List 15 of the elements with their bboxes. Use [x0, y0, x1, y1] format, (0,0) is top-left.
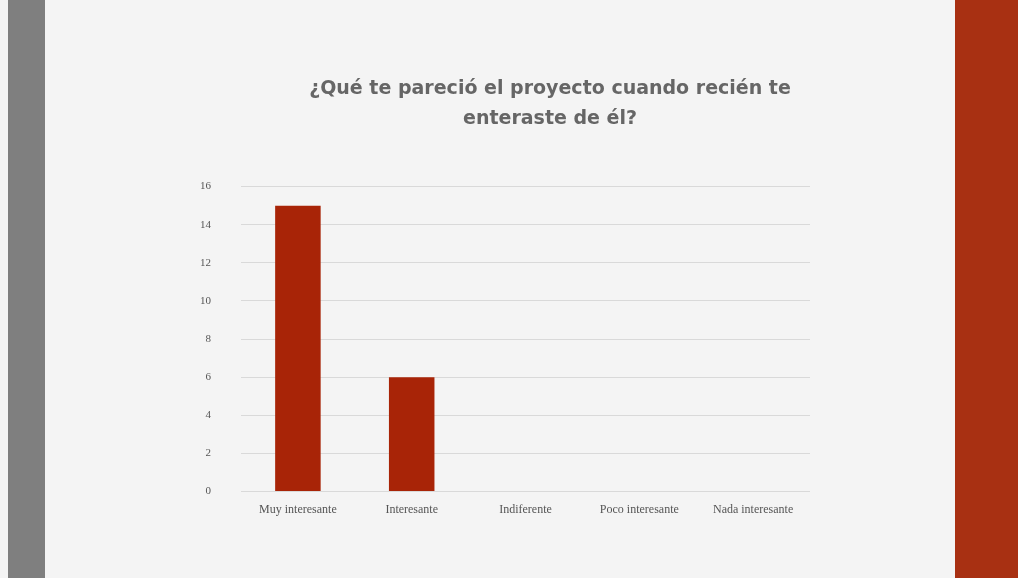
y-tick-label: 8: [205, 331, 212, 344]
x-tick-label: Interesante: [385, 501, 439, 516]
y-tick-label: 0: [205, 484, 212, 497]
y-tick-label: 6: [205, 370, 212, 383]
y-tick-label: 12: [200, 255, 211, 268]
x-tick-label: Muy interesante: [259, 501, 337, 516]
x-tick-label: Poco interesante: [599, 501, 679, 516]
y-tick-label: 10: [200, 293, 212, 306]
y-tick-label: 4: [205, 408, 212, 421]
x-tick-label: Nada interesante: [712, 501, 794, 516]
y-tick-label: 16: [200, 179, 212, 192]
chart-title: ¿Qué te pareció el proyecto cuando recién te enteraste de él?: [308, 75, 792, 130]
x-tick-label: Indiferente: [499, 501, 552, 516]
y-tick-label: 2: [205, 446, 211, 459]
y-tick-label: 14: [200, 217, 212, 230]
